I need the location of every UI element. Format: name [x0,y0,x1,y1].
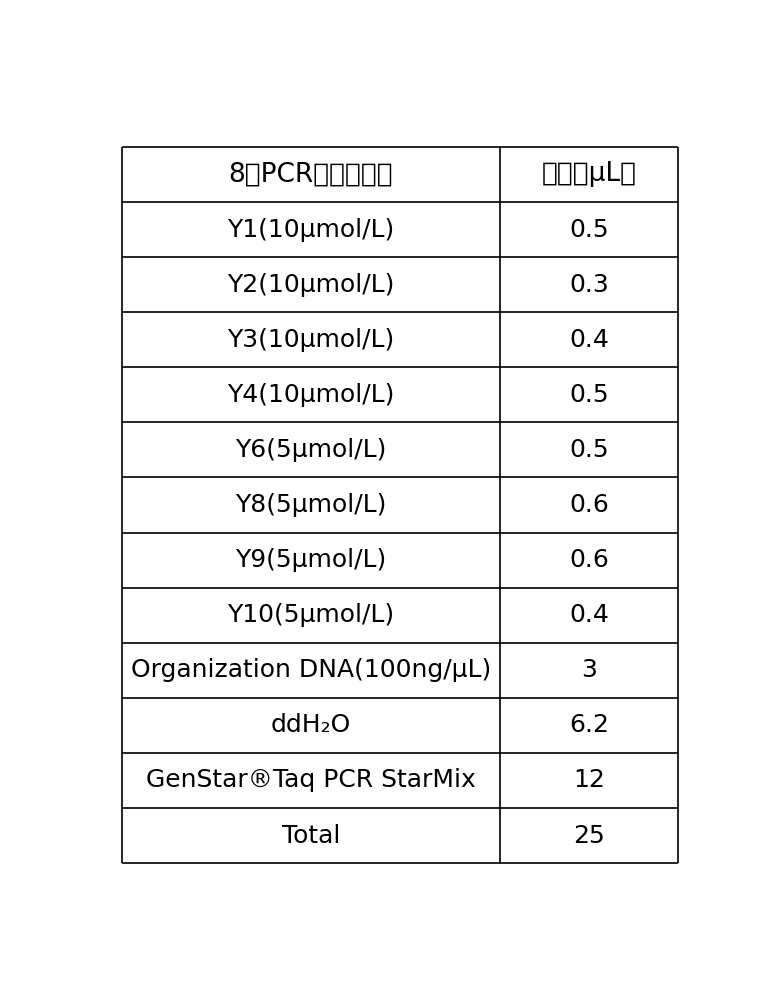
Text: Y6(5μmol/L): Y6(5μmol/L) [235,438,386,462]
Text: ddH₂O: ddH₂O [271,713,351,737]
Text: Y1(10μmol/L): Y1(10μmol/L) [227,218,395,242]
Text: 12: 12 [573,768,604,792]
Text: 8重PCR体系反应物: 8重PCR体系反应物 [229,161,393,187]
Text: 0.5: 0.5 [569,218,608,242]
Text: 25: 25 [573,824,604,848]
Text: 0.5: 0.5 [569,383,608,407]
Text: 0.3: 0.3 [569,273,608,297]
Text: 0.6: 0.6 [569,548,608,572]
Text: GenStar®Taq PCR StarMix: GenStar®Taq PCR StarMix [146,768,476,792]
Text: 0.4: 0.4 [569,603,608,627]
Text: 0.6: 0.6 [569,493,608,517]
Text: Organization DNA(100ng/μL): Organization DNA(100ng/μL) [130,658,491,682]
Text: Y10(5μmol/L): Y10(5μmol/L) [227,603,395,627]
Text: Y2(10μmol/L): Y2(10μmol/L) [227,273,395,297]
Text: Total: Total [282,824,340,848]
Text: 3: 3 [581,658,597,682]
Text: 0.4: 0.4 [569,328,608,352]
Text: Y8(5μmol/L): Y8(5μmol/L) [235,493,386,517]
Text: Y4(10μmol/L): Y4(10μmol/L) [227,383,395,407]
Text: Y3(10μmol/L): Y3(10μmol/L) [227,328,395,352]
Text: 含量（μL）: 含量（μL） [541,161,636,187]
Text: Y9(5μmol/L): Y9(5μmol/L) [235,548,386,572]
Text: 0.5: 0.5 [569,438,608,462]
Text: 6.2: 6.2 [569,713,609,737]
